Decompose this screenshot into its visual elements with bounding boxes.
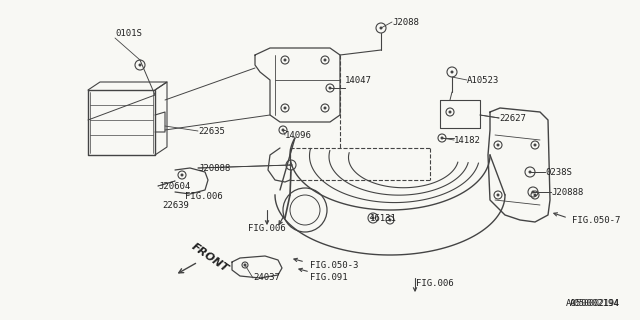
Text: FIG.091: FIG.091 xyxy=(310,274,348,283)
Text: FRONT: FRONT xyxy=(189,242,230,274)
Text: 22627: 22627 xyxy=(499,114,526,123)
Text: J20888: J20888 xyxy=(198,164,230,172)
Circle shape xyxy=(282,129,285,132)
Circle shape xyxy=(323,107,326,109)
Text: 14047: 14047 xyxy=(345,76,372,84)
Text: J20888: J20888 xyxy=(551,188,583,196)
Circle shape xyxy=(534,194,536,196)
Circle shape xyxy=(380,27,383,29)
Text: J20604: J20604 xyxy=(158,181,190,190)
Circle shape xyxy=(497,194,499,196)
Text: 14096: 14096 xyxy=(285,131,312,140)
Text: 22635: 22635 xyxy=(198,126,225,135)
Circle shape xyxy=(328,86,332,90)
Circle shape xyxy=(138,63,141,67)
Circle shape xyxy=(180,173,184,177)
Circle shape xyxy=(529,171,531,173)
Text: 24037: 24037 xyxy=(253,274,280,283)
Circle shape xyxy=(451,70,454,74)
Text: FIG.006: FIG.006 xyxy=(185,191,223,201)
Text: J2088: J2088 xyxy=(392,18,419,27)
Circle shape xyxy=(534,143,536,147)
Text: 0238S: 0238S xyxy=(545,167,572,177)
Text: 14182: 14182 xyxy=(454,135,481,145)
Text: FIG.050-7: FIG.050-7 xyxy=(572,215,620,225)
Circle shape xyxy=(284,59,287,61)
Text: A10523: A10523 xyxy=(467,76,499,84)
Text: A050002194: A050002194 xyxy=(570,299,620,308)
Circle shape xyxy=(440,137,444,140)
Circle shape xyxy=(388,219,392,221)
Text: FIG.006: FIG.006 xyxy=(416,279,454,289)
Circle shape xyxy=(449,110,451,114)
Text: 22639: 22639 xyxy=(162,201,189,210)
Circle shape xyxy=(531,190,534,194)
Circle shape xyxy=(371,217,374,220)
Text: FIG.050-3: FIG.050-3 xyxy=(310,260,358,269)
Text: A050002194: A050002194 xyxy=(566,299,620,308)
Text: FIG.006: FIG.006 xyxy=(248,224,286,233)
Circle shape xyxy=(289,164,292,166)
Text: 16131: 16131 xyxy=(370,213,397,222)
Circle shape xyxy=(284,107,287,109)
Text: 0101S: 0101S xyxy=(115,29,142,38)
Circle shape xyxy=(323,59,326,61)
Circle shape xyxy=(243,263,246,267)
Circle shape xyxy=(497,143,499,147)
